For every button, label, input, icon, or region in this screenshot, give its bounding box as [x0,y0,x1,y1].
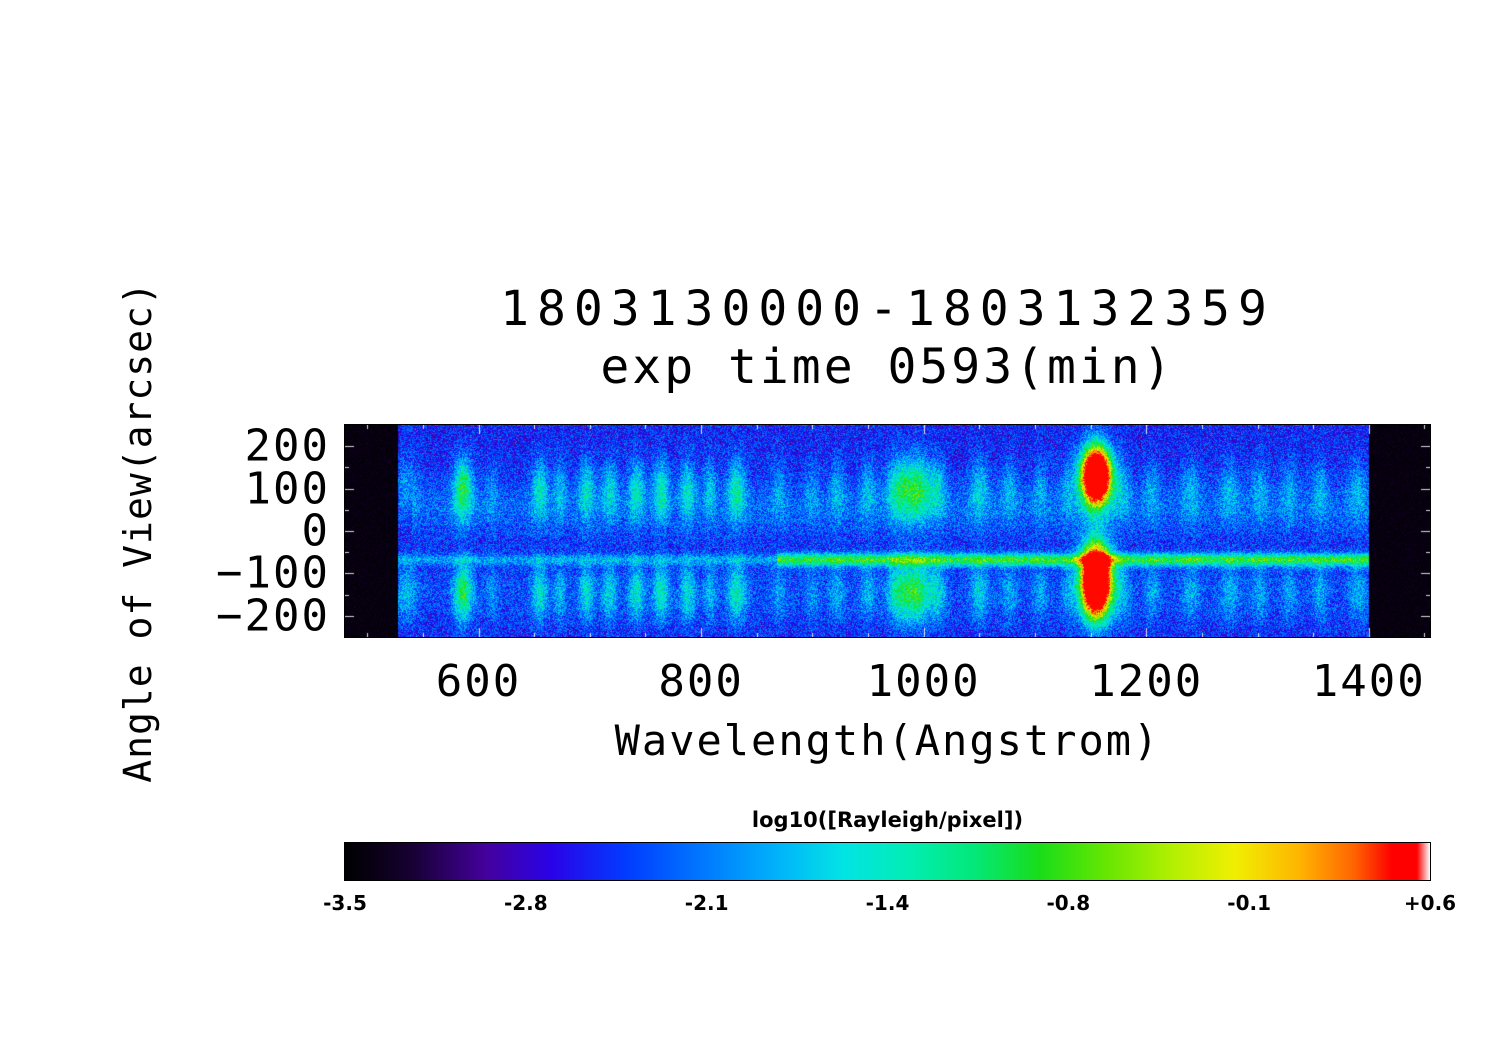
colorbar [344,842,1431,881]
x-tick-label: 800 [658,656,744,707]
x-tick-label: 1200 [1089,656,1204,707]
heatmap-canvas [345,425,1430,637]
y-tick-label: −200 [216,590,330,642]
colorbar-tick-label: +0.6 [1403,891,1457,915]
chart-subtitle: exp time 0593(min) [600,339,1175,395]
y-tick-label: −100 [216,547,330,599]
chart-title: 1803130000-1803132359 [500,281,1275,337]
x-tick-label: 600 [435,656,522,707]
colorbar-tick-label: -1.4 [865,891,910,915]
colorbar-tick-label: -3.5 [323,891,367,915]
x-tick-label: 1400 [1311,656,1426,707]
colorbar-tick-label: -2.8 [503,891,548,915]
colorbar-tick-label: -0.1 [1227,891,1272,915]
y-tick-label: 0 [301,505,330,557]
x-axis-label: Wavelength(Angstrom) [614,716,1161,765]
colorbar-tick-label: -2.1 [684,891,729,915]
y-tick-label: 100 [244,463,330,515]
colorbar-tick-label: -0.8 [1046,891,1091,915]
chart-title-block: 1803130000-1803132359 exp time 0593(min) [345,280,1430,396]
x-tick-label: 1000 [866,656,981,707]
heatmap-plot [344,424,1431,638]
colorbar-label: log10([Rayleigh/pixel]) [751,808,1024,832]
y-tick-label: 200 [244,420,330,472]
